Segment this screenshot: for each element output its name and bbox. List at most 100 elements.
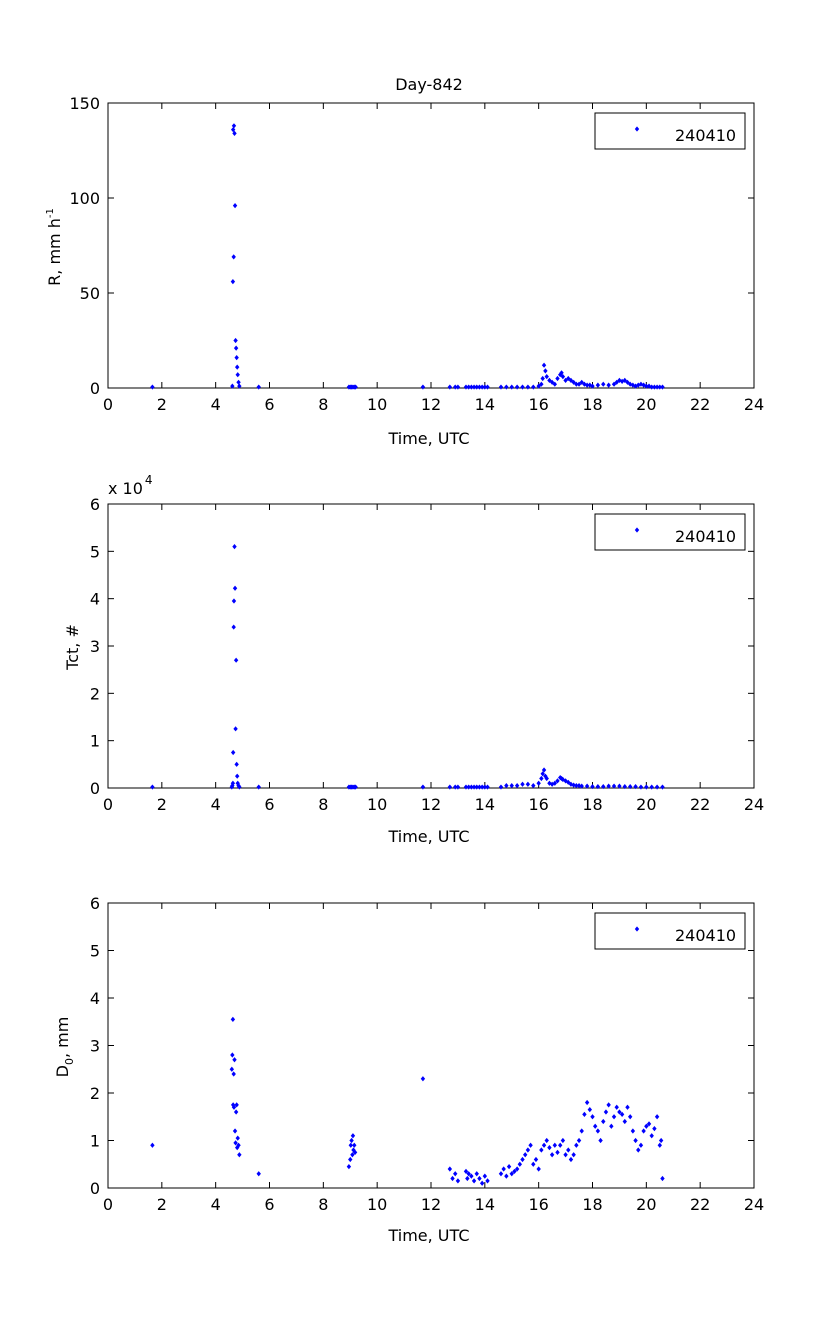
total-count-data-point: [235, 773, 240, 779]
median-diameter-data-point: [474, 1171, 479, 1177]
median-diameter-xtick-label: 2: [157, 1195, 167, 1214]
rain-rate-data-point: [230, 127, 236, 133]
rain-rate-xtick-label: 6: [264, 395, 274, 414]
rain-rate-ylabel-text: R, mm h: [45, 218, 64, 286]
total-count-data-point: [617, 783, 622, 789]
median-diameter-data-point: [233, 1140, 238, 1146]
total-count-data-point: [455, 784, 461, 790]
median-diameter-data-point: [641, 1128, 646, 1134]
median-diameter-data-point: [571, 1152, 576, 1158]
total-count-xtick-label: 16: [528, 795, 548, 814]
total-count-data-point: [504, 783, 509, 789]
rain-rate-data-point: [453, 384, 458, 390]
rain-rate-xtick-label: 22: [690, 395, 710, 414]
median-diameter-data-point: [646, 1121, 652, 1127]
total-count-data-point: [498, 784, 504, 790]
total-count-data-point: [541, 767, 547, 773]
median-diameter-data-point: [560, 1137, 566, 1144]
total-count-multiplier-exponent: 4: [145, 473, 153, 487]
total-count-data-point: [622, 783, 627, 790]
total-count-data-point: [514, 783, 520, 789]
total-count-data-point: [543, 773, 548, 779]
rain-rate-data-point: [231, 254, 236, 260]
total-count-data-point: [463, 784, 469, 790]
median-diameter-xtick-label: 4: [211, 1195, 221, 1214]
rain-rate-data-point: [638, 381, 644, 387]
total-count-data-point: [627, 783, 633, 790]
rain-rate-data-point: [601, 381, 606, 387]
median-diameter-legend-label: 240410: [675, 926, 736, 945]
total-count-data-point: [232, 544, 237, 550]
total-count-xtick-label: 22: [690, 795, 710, 814]
median-diameter-data-point: [517, 1161, 523, 1167]
rain-rate-xlabel: Time, UTC: [387, 429, 469, 448]
median-diameter-data-point: [574, 1142, 579, 1148]
rain-rate-data-point: [455, 384, 461, 390]
median-diameter-ytick-label: 6: [90, 894, 100, 913]
median-diameter-data-point: [504, 1173, 509, 1179]
total-count-ytick-label: 1: [90, 732, 100, 751]
median-diameter-data-point: [566, 1147, 571, 1153]
rain-rate-xtick-label: 8: [318, 395, 328, 414]
median-diameter-data-point: [649, 1133, 654, 1139]
median-diameter-data-point: [525, 1147, 531, 1153]
median-diameter-data-point: [638, 1142, 644, 1148]
total-count-data-point: [466, 784, 471, 790]
rain-rate-data-point: [353, 384, 358, 390]
median-diameter-data-point: [549, 1152, 555, 1158]
rain-rate-data-point: [582, 381, 587, 387]
total-count-data-point: [230, 783, 235, 789]
median-diameter-xtick-label: 12: [421, 1195, 441, 1214]
median-diameter-data-point: [455, 1178, 461, 1184]
rain-rate-xtick-label: 20: [636, 395, 656, 414]
total-count-xtick-label: 18: [582, 795, 602, 814]
rain-rate-ytick-label: 100: [69, 189, 100, 208]
median-diameter-data-point: [350, 1133, 356, 1139]
rain-rate-data-point: [649, 384, 654, 390]
median-diameter-xtick-label: 16: [528, 1195, 548, 1214]
rain-rate-legend-marker: [634, 126, 640, 132]
rain-rate-xtick-label: 4: [211, 395, 221, 414]
total-count-ytick-label: 3: [90, 637, 100, 656]
median-diameter-data-point: [579, 1128, 584, 1134]
total-count-data-point: [574, 783, 579, 789]
median-diameter-ytick-label: 4: [90, 989, 100, 1008]
rain-rate-ylabel-superscript: -1: [45, 208, 56, 218]
rain-rate-xtick-label: 12: [421, 395, 441, 414]
median-diameter-data-point: [622, 1118, 627, 1125]
total-count-data-point: [474, 784, 479, 790]
rain-rate-ytick-label: 50: [80, 284, 100, 303]
rain-rate-data-point: [614, 379, 619, 385]
total-count-ytick-label: 5: [90, 542, 100, 561]
rain-rate-data-point: [579, 379, 584, 385]
median-diameter-ytick-label: 2: [90, 1084, 100, 1103]
total-count-data-point: [638, 784, 644, 790]
total-count-xtick-label: 14: [475, 795, 495, 814]
total-count-data-point: [611, 783, 617, 789]
rain-rate-data-point: [646, 383, 652, 389]
rain-rate-data-point: [231, 123, 237, 129]
median-diameter-data-point: [256, 1171, 261, 1177]
rain-rate-data-point: [256, 384, 261, 390]
median-diameter-data-point: [533, 1156, 539, 1163]
median-diameter-data-point: [528, 1142, 533, 1148]
rain-rate-data-point: [574, 381, 579, 387]
total-count-data-point: [230, 749, 236, 756]
median-diameter-data-point: [485, 1178, 490, 1184]
total-count-data-point: [633, 783, 638, 790]
median-diameter-data-point: [657, 1142, 662, 1148]
median-diameter-data-point: [501, 1166, 506, 1172]
rain-rate-data-point: [447, 384, 453, 390]
median-diameter-data-point: [520, 1156, 525, 1163]
rain-rate-data-point: [150, 384, 155, 390]
total-count-data-point: [649, 784, 654, 790]
median-diameter-data-point: [465, 1175, 470, 1182]
rain-rate-data-point: [420, 384, 426, 390]
median-diameter-legend-box: [594, 912, 746, 950]
total-count-data-point: [237, 784, 242, 790]
median-diameter-data-point: [352, 1149, 358, 1155]
median-diameter-data-point: [346, 1164, 352, 1170]
median-diameter-data-point: [235, 1135, 240, 1141]
median-diameter-ytick-label: 0: [90, 1179, 100, 1198]
total-count-xtick-label: 8: [318, 795, 328, 814]
